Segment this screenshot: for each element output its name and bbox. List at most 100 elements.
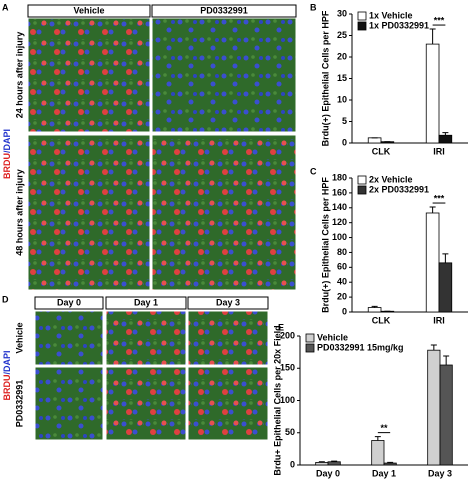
error-bar	[429, 28, 436, 45]
stain-name: BRDU	[2, 375, 12, 401]
micrograph	[151, 134, 297, 291]
y-tick-label: 40	[337, 277, 347, 287]
stain-label: BRDU/DAPI	[2, 350, 12, 400]
column-header-bg	[34, 296, 104, 310]
legend-swatch	[357, 11, 367, 21]
panel-letter: B	[310, 2, 317, 12]
error-bar	[318, 461, 325, 463]
column-header: Vehicle	[73, 5, 104, 15]
y-tick-label: 100	[332, 232, 347, 242]
x-tick-label: Day 3	[428, 468, 452, 478]
bar	[367, 307, 382, 313]
stain-name: /DAPI	[2, 129, 12, 153]
y-axis-label: Brdu(+) Epithelial Cells per HPF	[320, 10, 330, 146]
column-header: Day 0	[57, 297, 81, 307]
error-bar	[442, 132, 449, 136]
stain-label: BRDU/DAPI	[2, 129, 12, 179]
error-bar	[331, 460, 338, 462]
x-tick-label: IRI	[433, 146, 445, 156]
micrograph	[27, 134, 151, 291]
micrograph	[27, 17, 151, 133]
error-bar	[387, 461, 394, 464]
row-label: PD0332991	[14, 380, 24, 428]
bar	[367, 137, 382, 144]
column-header-bg	[151, 4, 297, 18]
row-label: Vehicle	[14, 322, 24, 353]
significance-label: ***	[434, 193, 445, 203]
y-tick-label: 80	[337, 247, 347, 257]
y-axis-label: Brdu+ Epithelial Cells per 20x Field	[272, 325, 282, 475]
y-tick-label: 200	[280, 330, 295, 340]
row-label: 48 hours after injury	[14, 169, 24, 256]
y-tick-label: 0	[342, 306, 347, 316]
legend-label: PD0332991 15mg/kg	[317, 342, 404, 352]
bar	[315, 462, 329, 466]
x-tick-label: CLK	[372, 146, 391, 156]
panel-letter: D	[2, 294, 9, 304]
column-header-bg	[27, 4, 151, 18]
panel-letter: E	[278, 322, 284, 332]
micrograph	[187, 310, 269, 366]
micrograph	[187, 366, 269, 441]
y-tick-label: 30	[337, 8, 347, 18]
x-tick-label: CLK	[372, 315, 391, 325]
y-tick-label: 25	[337, 30, 347, 40]
y-tick-label: 140	[332, 202, 347, 212]
y-tick-label: 150	[280, 363, 295, 373]
stain-name: /DAPI	[2, 350, 12, 374]
bar	[425, 212, 440, 313]
y-tick-label: 0	[342, 137, 347, 147]
column-header: PD0332991	[200, 5, 248, 15]
column-header-bg	[187, 296, 269, 310]
legend-label: 1x PD0332991	[369, 20, 429, 30]
error-bar	[371, 305, 378, 308]
error-bar	[429, 206, 436, 213]
bar	[327, 461, 341, 466]
column-header-bg	[105, 296, 187, 310]
micrograph	[105, 310, 187, 366]
row-label: 24 hours after injury	[14, 32, 24, 119]
micrograph	[34, 366, 104, 441]
micrograph	[151, 17, 297, 133]
y-tick-label: 0	[290, 459, 295, 469]
bar	[427, 349, 441, 466]
error-bar	[443, 355, 450, 366]
y-tick-label: 20	[337, 291, 347, 301]
bar	[425, 43, 440, 144]
y-tick-label: 100	[280, 395, 295, 405]
error-bar	[374, 436, 381, 441]
x-tick-label: IRI	[433, 315, 445, 325]
significance-label: ***	[434, 15, 445, 25]
panel-letter: C	[310, 166, 317, 176]
legend-label: 1x Vehicle	[369, 10, 413, 20]
panel-letter: A	[2, 2, 9, 12]
error-bar	[430, 344, 437, 351]
bar	[438, 262, 453, 313]
column-header: Day 1	[134, 297, 158, 307]
stain-name: BRDU	[2, 153, 12, 179]
legend-label: Vehicle	[317, 332, 348, 342]
legend-swatch	[357, 175, 367, 185]
y-tick-label: 15	[337, 73, 347, 83]
micrograph	[34, 310, 104, 366]
y-tick-label: 120	[332, 217, 347, 227]
x-tick-label: Day 0	[316, 468, 340, 478]
legend-swatch	[357, 185, 367, 195]
legend-swatch	[305, 343, 315, 353]
y-axis-label: Brdu(+) Epithelial Cells per HPF	[320, 177, 330, 313]
column-header: Day 3	[216, 297, 240, 307]
bar	[439, 364, 453, 466]
bar	[371, 440, 385, 466]
y-tick-label: 20	[337, 51, 347, 61]
bar	[383, 462, 397, 466]
y-tick-label: 180	[332, 172, 347, 182]
legend-swatch	[305, 333, 315, 343]
legend-label: 2x Vehicle	[369, 174, 413, 184]
legend-swatch	[357, 21, 367, 31]
x-tick-label: Day 1	[372, 468, 396, 478]
y-tick-label: 10	[337, 94, 347, 104]
bar	[438, 134, 453, 144]
significance-label: **	[380, 423, 388, 433]
micrograph	[105, 366, 187, 441]
